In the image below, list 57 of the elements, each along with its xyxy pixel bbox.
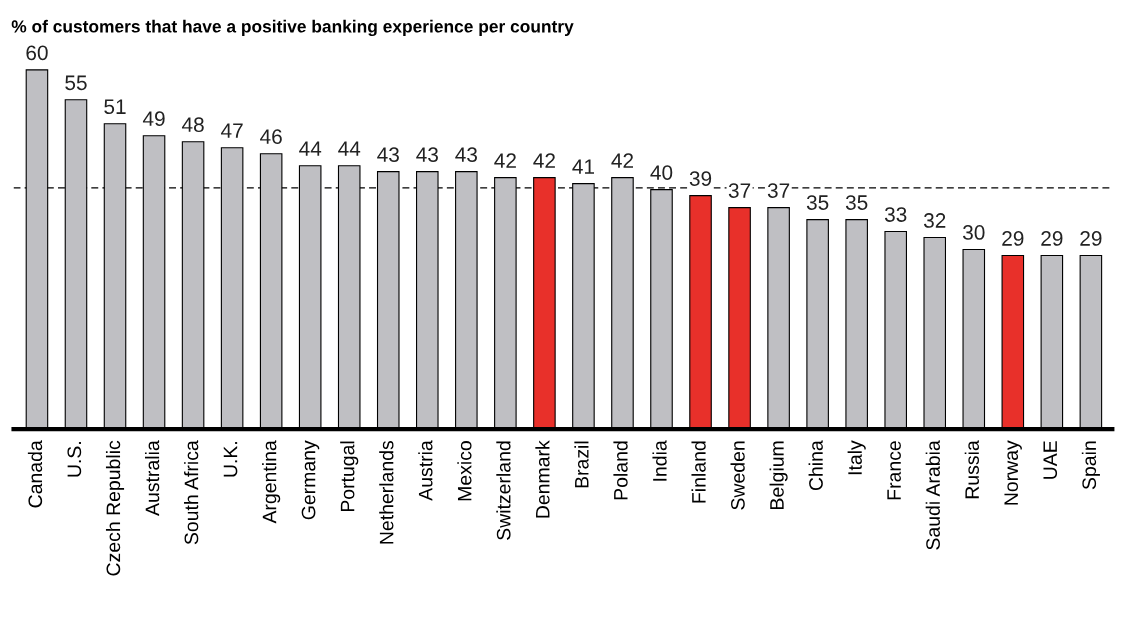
data-label: 60: [26, 45, 48, 61]
data-label: 32: [923, 213, 946, 228]
data-label: 46: [260, 129, 282, 145]
data-label: 48: [181, 117, 204, 133]
x-tick-label: UAE: [1043, 441, 1058, 479]
data-label: 43: [455, 147, 477, 162]
x-tick-label: Spain: [1081, 441, 1100, 490]
data-label: 42: [533, 153, 555, 168]
x-tick-label: Netherlands: [379, 440, 394, 544]
x-tick-label: Italy: [847, 440, 866, 475]
data-label: 40: [650, 165, 673, 180]
data-label: 49: [142, 111, 165, 127]
x-tick-label: Finland: [691, 441, 706, 503]
data-label: 35: [806, 195, 829, 210]
data-label: 33: [884, 207, 907, 222]
data-label: 51: [104, 99, 126, 115]
x-tick-label: Brazil: [574, 441, 589, 488]
data-label: 37: [728, 183, 751, 198]
data-label: 42: [494, 153, 516, 168]
x-tick-label: China: [808, 440, 823, 491]
x-tick-label: Switzerland: [496, 441, 511, 540]
x-tick-label: Denmark: [535, 440, 550, 518]
data-label: 43: [377, 147, 399, 162]
x-tick-label: Argentina: [262, 440, 281, 524]
data-label: 55: [65, 75, 87, 91]
data-label: 39: [689, 171, 712, 186]
x-tick-label: Canada: [27, 440, 43, 508]
data-label: 29: [1002, 231, 1024, 246]
x-tick-label: Russia: [964, 440, 979, 499]
data-label: 47: [221, 123, 243, 138]
data-label: 30: [962, 225, 985, 240]
x-tick-label: South Africa: [184, 440, 199, 545]
x-tick-label: India: [652, 440, 667, 481]
data-label: 29: [1080, 231, 1102, 246]
x-tick-label: Australia: [144, 440, 160, 516]
x-tick-label: Czech Republic: [105, 440, 125, 576]
data-label: 37: [767, 183, 790, 198]
x-tick-label: Norway: [1004, 440, 1022, 505]
x-tick-label: U.S.: [67, 442, 82, 477]
data-label: 29: [1041, 231, 1063, 246]
data-label: 35: [845, 195, 868, 210]
x-tick-label: France: [887, 441, 901, 500]
x-tick-label: Poland: [613, 441, 628, 500]
x-tick-label: Germany: [301, 440, 320, 520]
data-label: 44: [338, 141, 361, 156]
data-label: 42: [611, 153, 634, 168]
x-tick-label: Saudi Arabia: [925, 440, 940, 550]
data-label: 43: [416, 147, 438, 162]
x-tick-label: Sweden: [730, 441, 745, 510]
x-tick-label: Portugal: [340, 441, 359, 512]
x-tick-label: Austria: [418, 440, 433, 501]
data-label: 44: [299, 141, 322, 156]
x-tick-label: Belgium: [769, 441, 788, 509]
x-tick-label: U.K.: [223, 442, 238, 477]
data-label: 41: [572, 159, 594, 174]
chart-title: % of customers that have a positive banking experience per country: [11, 19, 574, 37]
x-tick-label: Mexico: [457, 441, 472, 501]
